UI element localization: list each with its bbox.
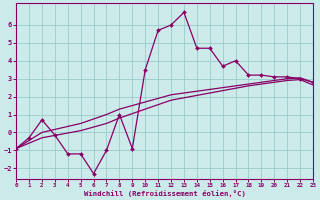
X-axis label: Windchill (Refroidissement éolien,°C): Windchill (Refroidissement éolien,°C) bbox=[84, 190, 245, 197]
